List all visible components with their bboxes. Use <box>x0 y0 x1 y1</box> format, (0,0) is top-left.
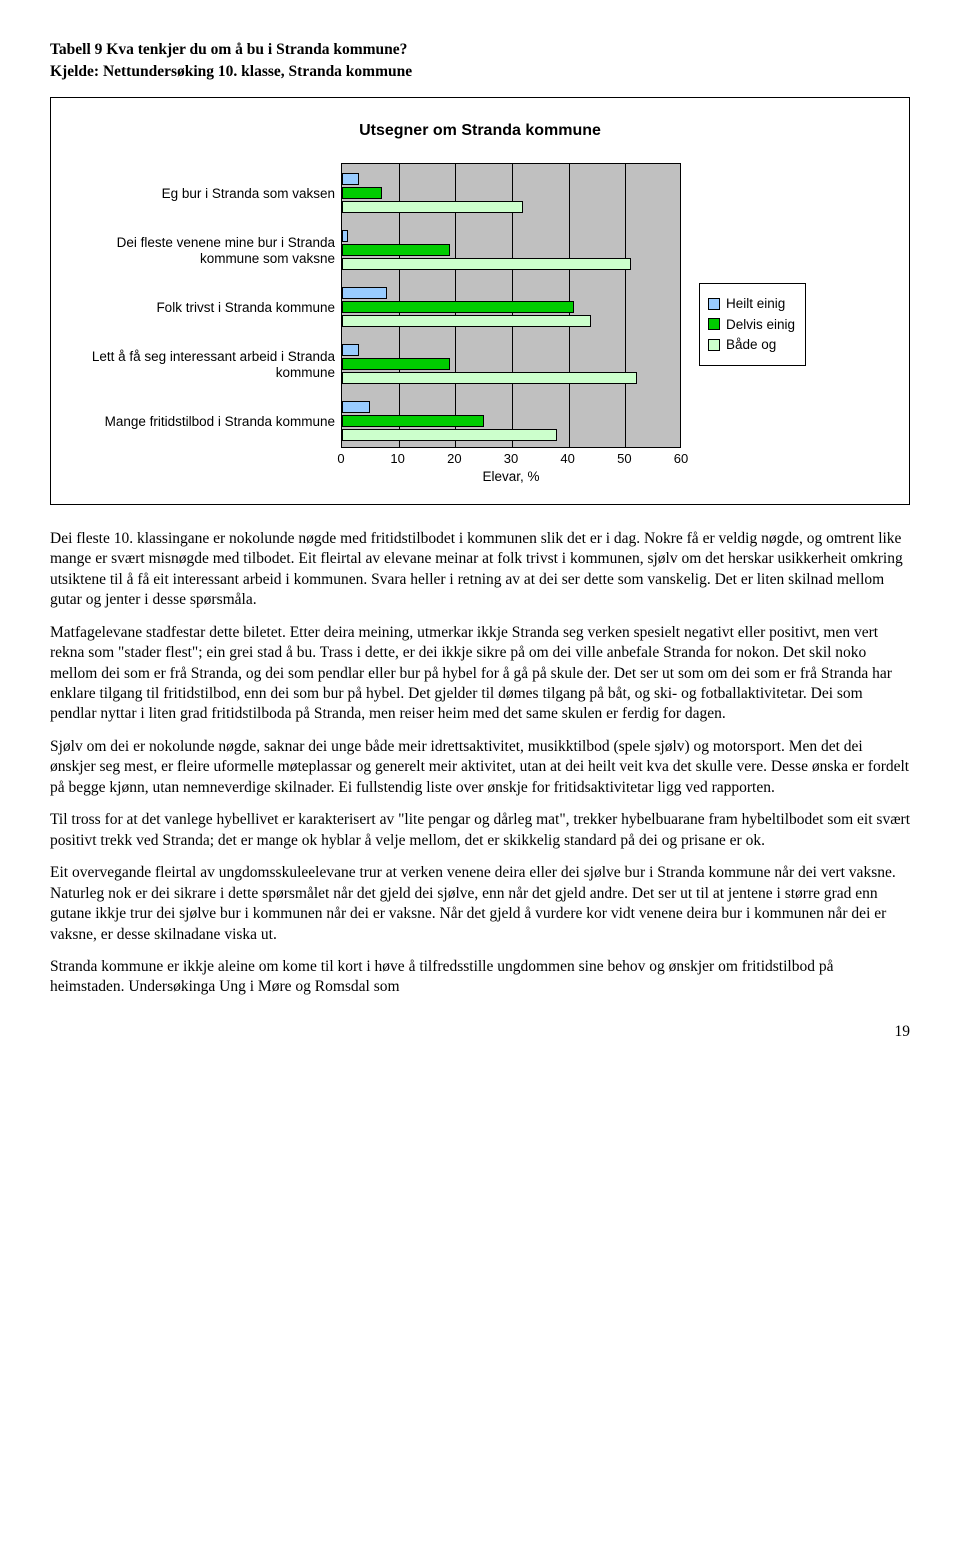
chart-bar <box>342 372 637 384</box>
x-tick: 20 <box>447 450 461 467</box>
x-tick: 30 <box>504 450 518 467</box>
body-paragraph: Stranda kommune er ikkje aleine om kome … <box>50 957 910 998</box>
body-paragraph: Til tross for at det vanlege hybellivet … <box>50 810 910 851</box>
chart-bar <box>342 415 484 427</box>
chart-category-label: Folk trivst i Stranda kommune <box>91 279 341 336</box>
chart-bar <box>342 173 359 185</box>
chart-legend: Heilt einig Delvis einig Både og <box>699 283 806 366</box>
x-tick: 10 <box>390 450 404 467</box>
body-text: Dei fleste 10. klassingane er nokolunde … <box>50 529 910 998</box>
chart-bar <box>342 358 450 370</box>
chart-bar <box>342 429 557 441</box>
body-paragraph: Dei fleste 10. klassingane er nokolunde … <box>50 529 910 611</box>
chart-bar <box>342 230 348 242</box>
chart-x-axis: 0102030405060 <box>341 448 681 466</box>
chart-bar <box>342 187 382 199</box>
page-number: 19 <box>50 1022 910 1042</box>
chart-bar <box>342 344 359 356</box>
legend-item: Delvis einig <box>708 316 795 334</box>
legend-swatch <box>708 339 720 351</box>
table-caption-line1: Tabell 9 Kva tenkjer du om å bu i Strand… <box>50 40 910 60</box>
body-paragraph: Sjølv om dei er nokolunde nøgde, saknar … <box>50 737 910 798</box>
chart-bar <box>342 301 574 313</box>
x-tick: 40 <box>560 450 574 467</box>
chart-x-axis-label: Elevar, % <box>341 468 681 486</box>
legend-label: Delvis einig <box>726 316 795 334</box>
chart-bar <box>342 315 591 327</box>
body-paragraph: Matfagelevane stadfestar dette biletet. … <box>50 623 910 725</box>
legend-label: Både og <box>726 336 776 354</box>
chart-frame: Utsegner om Stranda kommune Eg bur i Str… <box>50 97 910 505</box>
chart-plot-area <box>341 163 681 448</box>
table-caption-line2: Kjelde: Nettundersøking 10. klasse, Stra… <box>50 62 910 82</box>
chart-bar <box>342 244 450 256</box>
chart-category-label: Dei fleste venene mine bur i Stranda kom… <box>91 222 341 279</box>
chart-bar <box>342 401 370 413</box>
legend-item: Heilt einig <box>708 295 795 313</box>
chart-bar <box>342 201 523 213</box>
legend-label: Heilt einig <box>726 295 785 313</box>
body-paragraph: Eit overvegande fleirtal av ungdomsskule… <box>50 863 910 945</box>
chart-bar <box>342 287 387 299</box>
chart-category-labels: Eg bur i Stranda som vaksenDei fleste ve… <box>91 163 341 450</box>
legend-item: Både og <box>708 336 795 354</box>
x-tick: 60 <box>674 450 688 467</box>
x-tick: 0 <box>337 450 344 467</box>
legend-swatch <box>708 298 720 310</box>
chart-category-label: Eg bur i Stranda som vaksen <box>91 165 341 222</box>
chart-category-label: Mange fritidstilbod i Stranda kommune <box>91 393 341 450</box>
chart-category-label: Lett å få seg interessant arbeid i Stran… <box>91 336 341 393</box>
chart-title: Utsegner om Stranda kommune <box>91 120 869 141</box>
legend-swatch <box>708 318 720 330</box>
x-tick: 50 <box>617 450 631 467</box>
chart-bar <box>342 258 631 270</box>
